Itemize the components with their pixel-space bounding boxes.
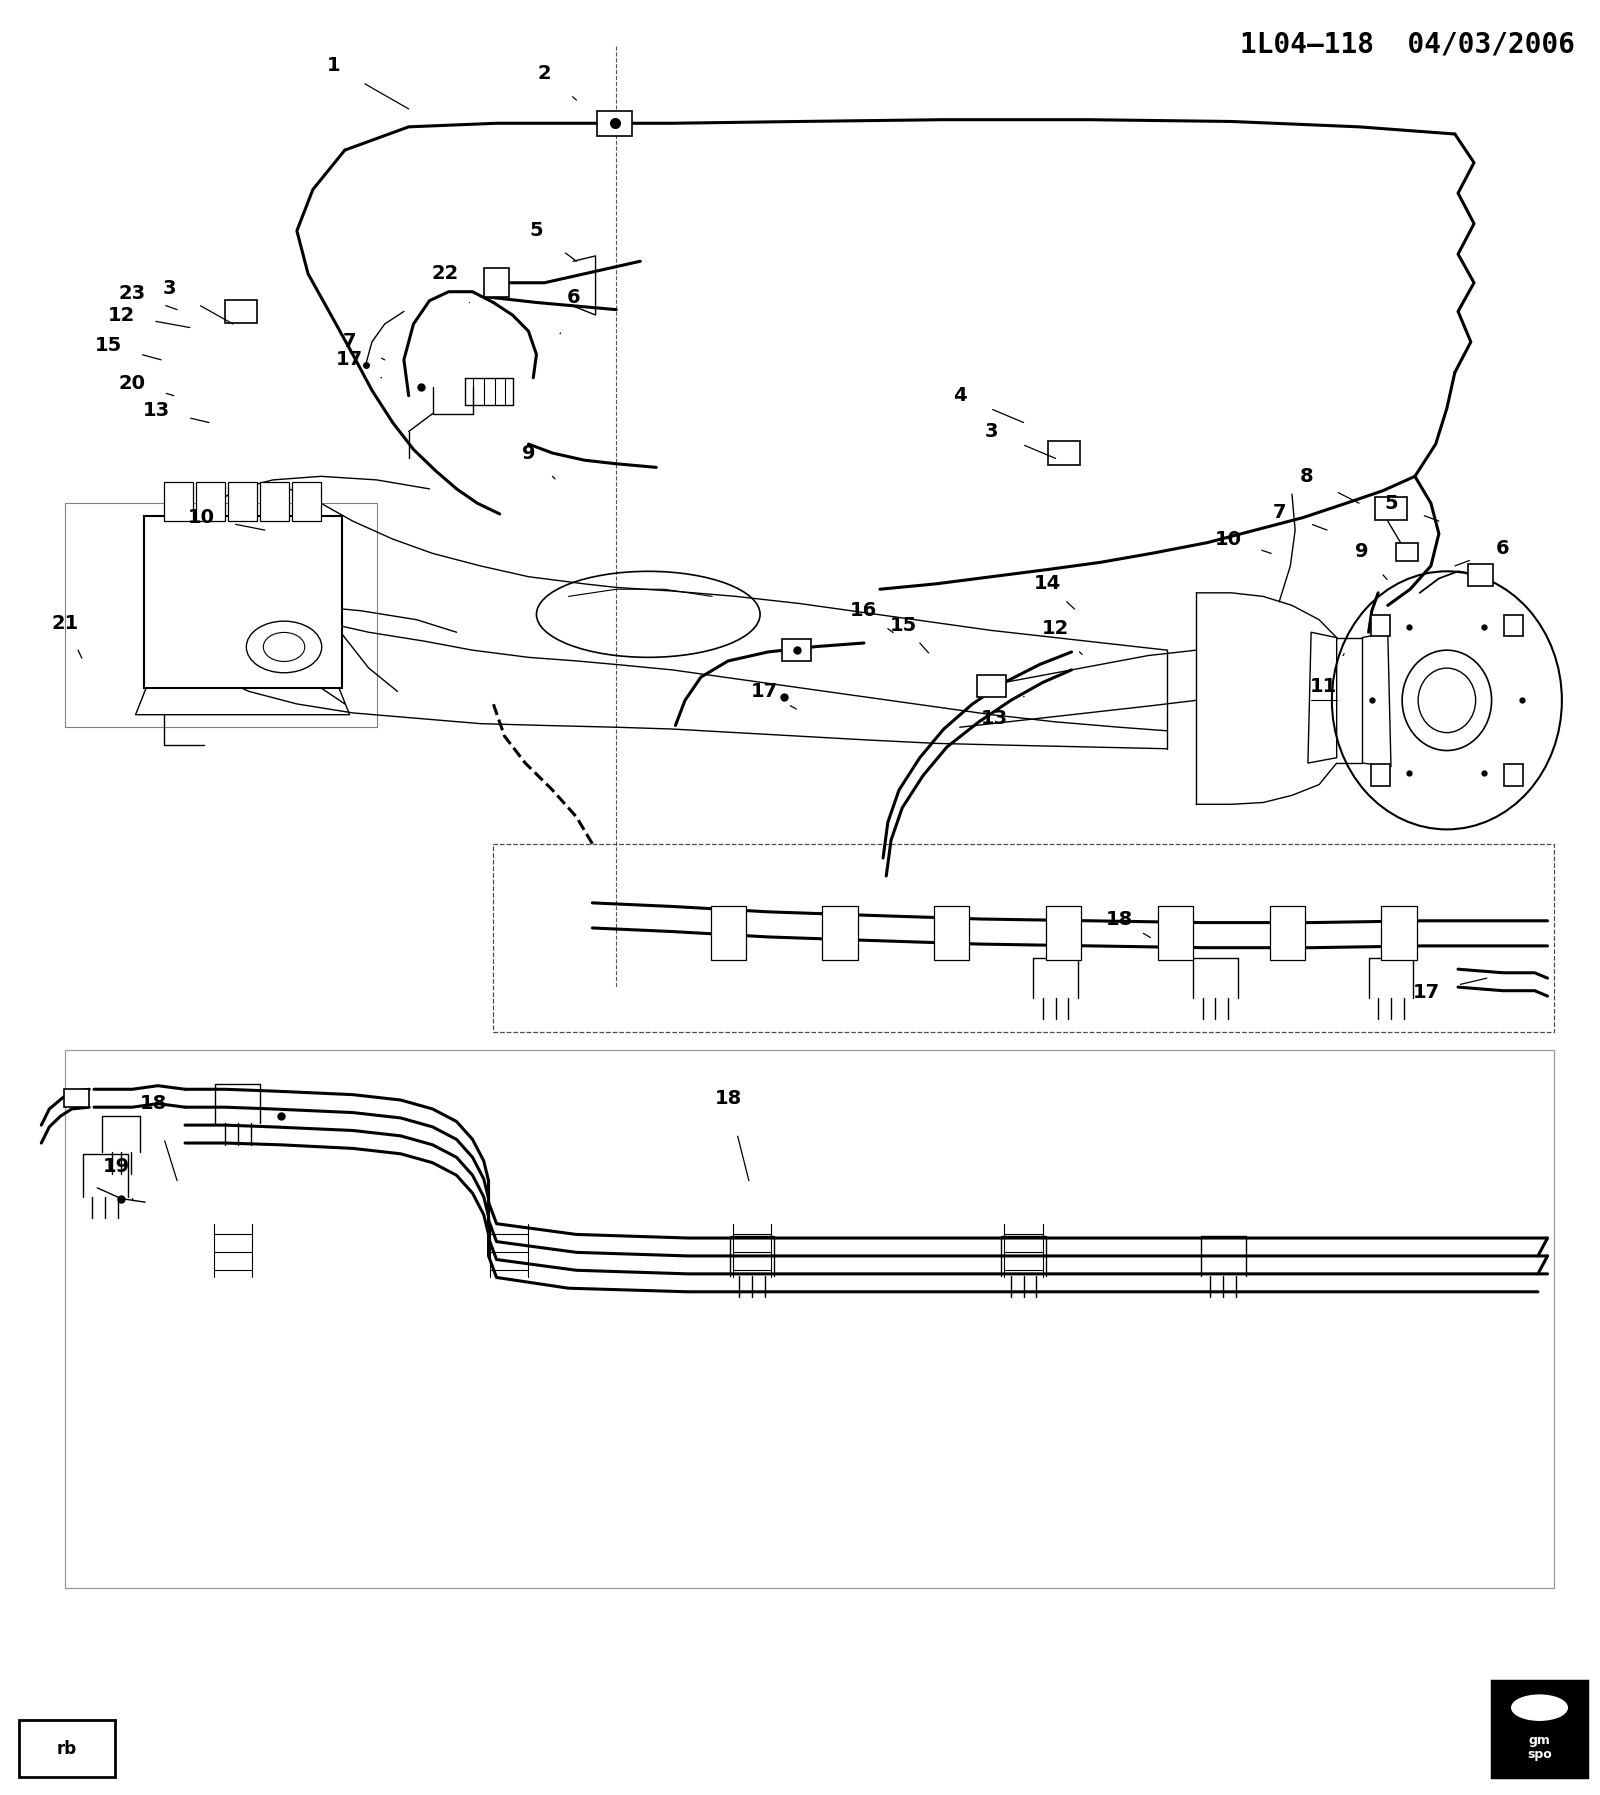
Text: 12: 12 <box>107 305 134 325</box>
Text: 18: 18 <box>139 1095 166 1113</box>
Circle shape <box>1418 668 1475 732</box>
Bar <box>483 269 509 298</box>
Text: 18: 18 <box>1106 910 1133 928</box>
Text: 3: 3 <box>162 278 176 298</box>
Text: 6: 6 <box>1496 538 1509 558</box>
Bar <box>1381 906 1416 960</box>
Bar <box>226 300 258 323</box>
Text: 7: 7 <box>1272 503 1286 522</box>
Text: rb: rb <box>58 1739 77 1757</box>
Text: 23: 23 <box>118 284 146 303</box>
Text: 17: 17 <box>336 350 363 370</box>
Text: 13: 13 <box>142 400 170 420</box>
FancyBboxPatch shape <box>1491 1680 1587 1777</box>
Text: 18: 18 <box>715 1090 742 1108</box>
Bar <box>710 906 746 960</box>
Text: 10: 10 <box>187 508 214 528</box>
Text: 9: 9 <box>1355 542 1370 562</box>
Bar <box>1371 616 1390 637</box>
Text: 7: 7 <box>342 332 357 352</box>
Text: 10: 10 <box>1214 530 1242 549</box>
Text: 4: 4 <box>954 386 966 406</box>
Text: 11: 11 <box>1310 677 1338 695</box>
Bar <box>1371 765 1390 786</box>
Text: 12: 12 <box>1042 619 1069 639</box>
Text: 17: 17 <box>1413 984 1440 1002</box>
Text: 19: 19 <box>102 1156 130 1176</box>
Bar <box>64 1090 90 1108</box>
Bar <box>1046 906 1082 960</box>
Text: 15: 15 <box>94 336 122 355</box>
Text: 6: 6 <box>566 287 581 307</box>
Bar <box>197 481 226 521</box>
Bar <box>822 906 858 960</box>
Bar <box>1158 906 1194 960</box>
Bar <box>1374 497 1406 521</box>
Ellipse shape <box>1512 1694 1568 1720</box>
Text: 1: 1 <box>326 56 341 75</box>
FancyBboxPatch shape <box>144 515 341 687</box>
Bar <box>934 906 970 960</box>
Text: 17: 17 <box>752 682 779 700</box>
Text: 20: 20 <box>118 373 146 393</box>
Bar <box>1395 542 1418 560</box>
Text: 9: 9 <box>522 443 536 463</box>
Text: gm
spo: gm spo <box>1526 1734 1552 1761</box>
Text: 8: 8 <box>1299 467 1314 486</box>
Bar <box>1269 906 1304 960</box>
Bar <box>165 481 194 521</box>
Text: 5: 5 <box>1384 494 1398 513</box>
Text: 21: 21 <box>51 614 78 634</box>
Text: 16: 16 <box>850 601 877 621</box>
Bar <box>261 481 290 521</box>
Text: 5: 5 <box>530 221 544 241</box>
Bar <box>782 639 811 661</box>
Bar <box>229 481 258 521</box>
Text: 15: 15 <box>890 616 917 635</box>
Text: 3: 3 <box>986 422 998 442</box>
Text: 14: 14 <box>1034 574 1061 594</box>
Bar <box>978 675 1006 696</box>
Bar <box>1467 564 1493 585</box>
Bar <box>293 481 322 521</box>
Text: 1L04–118  04/03/2006: 1L04–118 04/03/2006 <box>1240 31 1574 57</box>
Text: 13: 13 <box>981 709 1008 727</box>
FancyBboxPatch shape <box>19 1720 115 1777</box>
Bar <box>1504 616 1523 637</box>
Bar <box>1504 765 1523 786</box>
Text: 2: 2 <box>538 63 552 83</box>
Text: 22: 22 <box>432 264 459 284</box>
Bar <box>1048 442 1080 465</box>
Bar <box>597 111 632 136</box>
